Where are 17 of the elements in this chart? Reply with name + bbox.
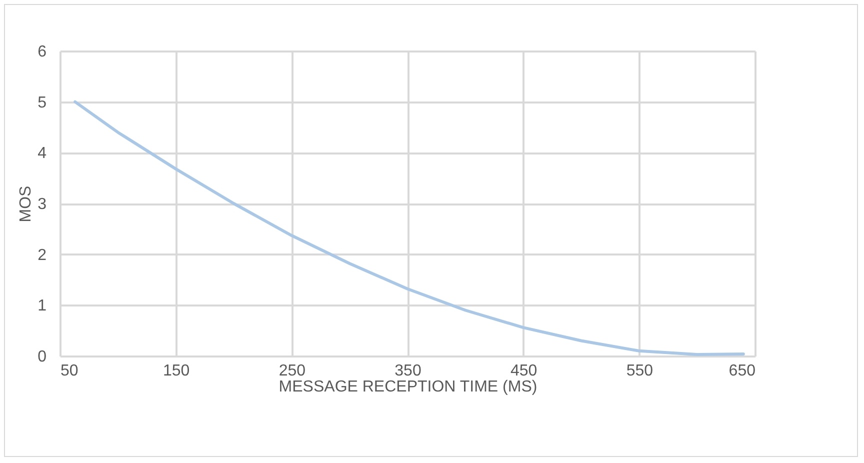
y-tick-label: 5 bbox=[38, 94, 47, 112]
x-tick-label: 250 bbox=[278, 362, 306, 380]
y-tick-label: 3 bbox=[38, 196, 47, 213]
x-tick-label: 450 bbox=[510, 362, 538, 380]
y-axis-title: MOS bbox=[18, 186, 35, 222]
line-series bbox=[74, 100, 745, 356]
x-tick-label: 350 bbox=[394, 362, 422, 380]
y-tick-label: 2 bbox=[38, 246, 47, 264]
y-tick-label: 4 bbox=[38, 145, 47, 162]
y-tick-label: 6 bbox=[38, 44, 47, 60]
x-tick-label: 50 bbox=[60, 362, 78, 380]
x-tick-label: 150 bbox=[162, 362, 190, 380]
y-tick-label: 0 bbox=[38, 348, 47, 366]
x-axis-title: MESSAGE RECEPTION TIME (MS) bbox=[278, 378, 538, 396]
y-tick-label: 1 bbox=[38, 298, 47, 315]
x-tick-label: 550 bbox=[626, 362, 654, 380]
x-tick-label: 650 bbox=[728, 362, 756, 380]
